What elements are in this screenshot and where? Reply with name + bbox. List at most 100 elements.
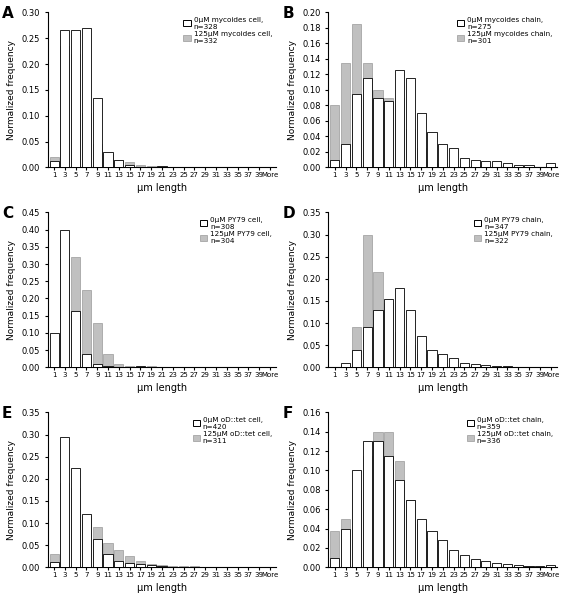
Bar xyxy=(82,514,91,568)
Bar xyxy=(514,566,523,568)
Bar xyxy=(147,166,156,167)
Legend: 0μM PY79 cell,
n=308, 125μM PY79 cell,
n=304: 0μM PY79 cell, n=308, 125μM PY79 cell, n… xyxy=(197,214,275,247)
Bar xyxy=(428,160,437,167)
Bar xyxy=(406,310,415,367)
Bar xyxy=(460,555,469,568)
Bar xyxy=(71,311,81,367)
Bar xyxy=(92,144,102,167)
X-axis label: μm length: μm length xyxy=(418,583,468,593)
Bar xyxy=(492,565,501,568)
Bar xyxy=(460,366,469,367)
Bar xyxy=(428,133,437,167)
Bar xyxy=(60,31,70,167)
Bar xyxy=(428,361,437,367)
Bar xyxy=(125,165,134,167)
Bar xyxy=(374,90,383,167)
Bar xyxy=(92,364,102,367)
Bar xyxy=(125,162,134,167)
Bar xyxy=(460,363,469,367)
Bar xyxy=(460,158,469,167)
Bar xyxy=(438,540,447,568)
Bar xyxy=(481,560,490,568)
Y-axis label: Normalized frequency: Normalized frequency xyxy=(7,40,16,140)
Bar xyxy=(374,98,383,167)
Bar xyxy=(546,565,555,568)
Bar xyxy=(49,554,59,568)
Bar xyxy=(82,113,91,167)
Bar xyxy=(60,483,70,568)
Bar xyxy=(438,550,447,568)
Bar xyxy=(103,554,113,568)
Bar xyxy=(136,165,145,167)
Bar xyxy=(471,166,480,167)
Bar xyxy=(49,365,59,367)
Legend: 0μM PY79 chain,
n=347, 125μM PY79 chain,
n=322: 0μM PY79 chain, n=347, 125μM PY79 chain,… xyxy=(471,214,556,247)
Bar xyxy=(352,94,361,167)
Bar xyxy=(82,290,91,367)
Bar xyxy=(546,566,555,568)
Bar xyxy=(417,148,426,167)
Bar xyxy=(147,564,156,568)
Bar xyxy=(60,230,70,367)
Bar xyxy=(471,560,480,568)
Bar xyxy=(395,332,404,367)
Bar xyxy=(503,163,512,167)
Bar xyxy=(190,566,199,568)
Legend: 0μM mycoides chain,
n=275, 125μM mycoides chain,
n=301: 0μM mycoides chain, n=275, 125μM mycoide… xyxy=(454,14,556,47)
Bar xyxy=(330,530,340,568)
Bar xyxy=(438,144,447,167)
Bar xyxy=(492,563,501,568)
Bar xyxy=(428,538,437,568)
Bar xyxy=(341,144,350,167)
Bar xyxy=(449,166,458,167)
Bar xyxy=(481,365,490,367)
Bar xyxy=(125,563,134,568)
Bar xyxy=(82,353,91,367)
Bar xyxy=(352,490,361,568)
Bar xyxy=(492,161,501,167)
Bar xyxy=(115,364,124,367)
Bar xyxy=(417,337,426,367)
Bar xyxy=(535,566,544,568)
Bar xyxy=(147,565,156,568)
Bar xyxy=(71,257,81,367)
Bar xyxy=(363,456,372,568)
Bar xyxy=(428,350,437,367)
Bar xyxy=(417,354,426,367)
Bar xyxy=(341,519,350,568)
Bar xyxy=(384,303,393,367)
Text: D: D xyxy=(282,206,295,221)
Bar xyxy=(395,461,404,568)
Bar xyxy=(92,323,102,367)
Y-axis label: Normalized frequency: Normalized frequency xyxy=(287,440,297,540)
Bar xyxy=(503,565,512,568)
Bar xyxy=(103,152,113,167)
Bar xyxy=(449,550,458,568)
Legend: 0μM oD::tet chain,
n=359, 125μM oD::tet chain,
n=336: 0μM oD::tet chain, n=359, 125μM oD::tet … xyxy=(464,414,556,447)
Bar xyxy=(395,98,404,167)
Bar xyxy=(503,565,512,568)
Bar xyxy=(406,345,415,367)
X-axis label: μm length: μm length xyxy=(418,183,468,193)
Bar xyxy=(438,354,447,367)
Bar xyxy=(363,442,372,568)
Bar xyxy=(115,160,124,167)
Legend: 0μM oD::tet cell,
n=420, 125μM oD::tet cell,
n=311: 0μM oD::tet cell, n=420, 125μM oD::tet c… xyxy=(190,414,275,447)
Bar xyxy=(395,70,404,167)
Bar xyxy=(406,78,415,167)
Bar xyxy=(374,272,383,367)
Bar xyxy=(330,106,340,167)
Bar xyxy=(395,287,404,367)
Bar xyxy=(471,160,480,167)
Bar xyxy=(158,566,167,568)
Bar xyxy=(92,98,102,167)
Bar xyxy=(71,31,81,167)
Bar xyxy=(136,564,145,568)
Y-axis label: Normalized frequency: Normalized frequency xyxy=(287,40,297,140)
Bar xyxy=(71,54,81,167)
Bar xyxy=(341,365,350,367)
Legend: 0μM mycoides cell,
n=328, 125μM mycoides cell,
n=332: 0μM mycoides cell, n=328, 125μM mycoides… xyxy=(180,14,275,47)
Bar xyxy=(158,565,167,568)
Bar xyxy=(384,299,393,367)
Bar xyxy=(363,78,372,167)
